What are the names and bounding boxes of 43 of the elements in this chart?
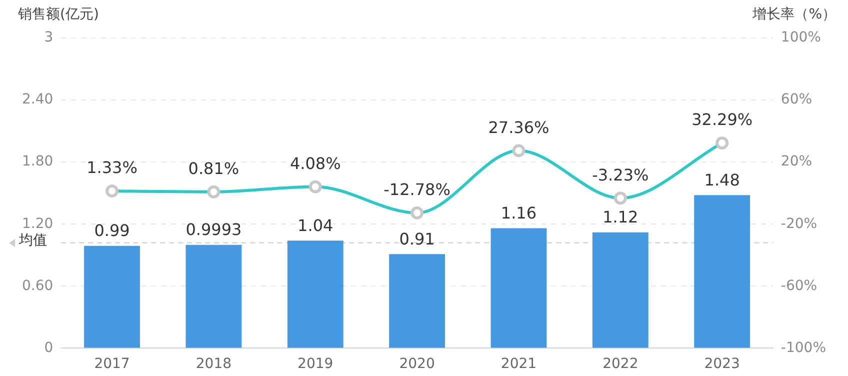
x-tick-label: 2023 bbox=[704, 356, 740, 372]
data-label: 27.36% bbox=[488, 118, 550, 137]
y2-tick-label: 100% bbox=[780, 30, 821, 46]
y-tick-label: 0 bbox=[44, 340, 54, 356]
bar bbox=[84, 246, 140, 348]
ref-line-label: 均值 bbox=[18, 232, 48, 248]
x-tick-label: 2022 bbox=[602, 356, 638, 372]
y-tick-label: 3 bbox=[44, 30, 54, 46]
x-tick-label: 2020 bbox=[399, 356, 435, 372]
data-label: 0.91 bbox=[399, 229, 435, 248]
data-label: -3.23% bbox=[592, 165, 649, 184]
data-label: 0.99 bbox=[94, 220, 130, 240]
data-label: 0.9993 bbox=[186, 220, 242, 240]
y2-tick-label: -20% bbox=[780, 216, 818, 232]
y2-axis-title: 增长率（%） bbox=[752, 6, 836, 23]
data-label: 0.81% bbox=[188, 159, 240, 178]
bar bbox=[389, 254, 446, 348]
x-tick-label: 2019 bbox=[298, 356, 334, 372]
x-tick-label: 2018 bbox=[196, 356, 232, 372]
data-label: 1.48 bbox=[704, 170, 740, 190]
y2-tick-label: -100% bbox=[780, 340, 826, 356]
y-tick-label: 1.20 bbox=[22, 216, 54, 232]
y-axis-title: 销售额(亿元) bbox=[17, 6, 99, 23]
y2-tick-label: 60% bbox=[780, 92, 812, 108]
y2-tick-label: -60% bbox=[780, 278, 818, 294]
x-tick-label: 2021 bbox=[500, 356, 537, 372]
y-tick-label: 2.40 bbox=[22, 92, 54, 108]
data-label: 32.29% bbox=[692, 110, 753, 130]
bar bbox=[490, 228, 547, 348]
x-tick-label: 2017 bbox=[94, 356, 130, 372]
y2-tick-label: 20% bbox=[780, 154, 812, 170]
bar bbox=[694, 195, 750, 348]
data-label: -12.78% bbox=[384, 180, 450, 200]
data-label: 1.12 bbox=[602, 208, 638, 227]
data-label: 1.04 bbox=[298, 216, 334, 235]
bar bbox=[592, 232, 648, 348]
data-label: 4.08% bbox=[290, 154, 341, 173]
bar bbox=[287, 240, 344, 348]
bar bbox=[186, 244, 242, 348]
y-tick-label: 0.60 bbox=[22, 278, 54, 294]
data-label: 1.16 bbox=[500, 203, 537, 222]
data-label: 1.33% bbox=[86, 158, 138, 178]
y-tick-label: 1.80 bbox=[22, 154, 54, 170]
